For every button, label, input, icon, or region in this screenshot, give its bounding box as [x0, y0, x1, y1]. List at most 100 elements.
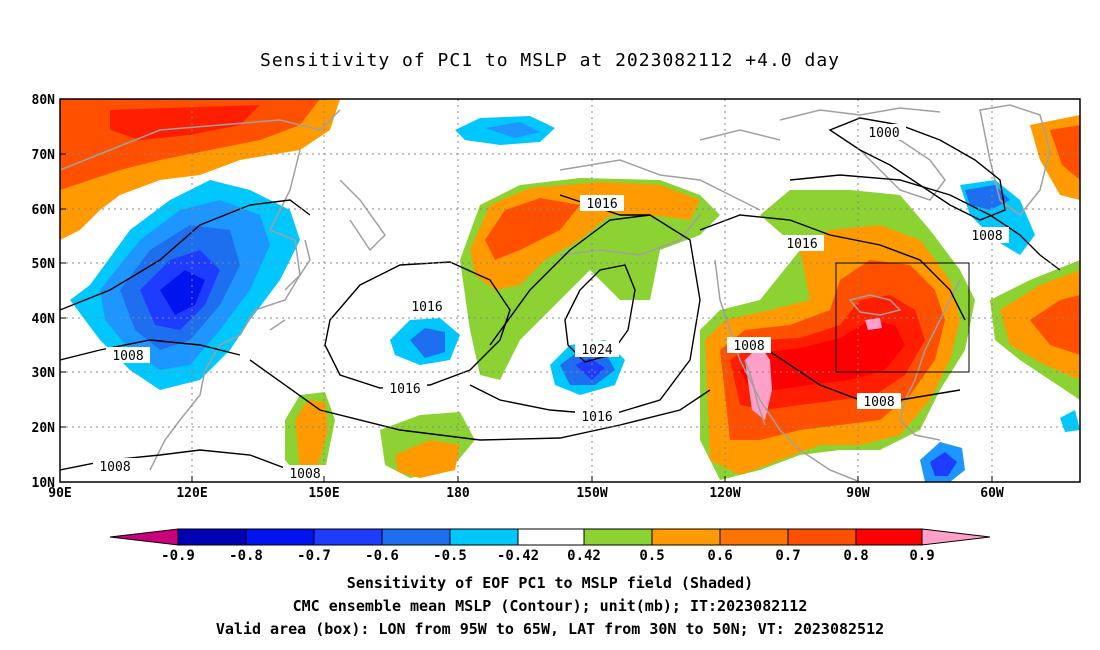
contour-label: 1008: [733, 339, 764, 354]
contour-label: 1016: [586, 197, 617, 212]
contour-1008-asia: [60, 199, 311, 311]
contour-label: 1000: [868, 126, 899, 141]
contour-label: 1016: [411, 300, 442, 315]
contour-label: 1016: [581, 410, 612, 425]
lat-label: 50N: [32, 257, 56, 272]
colorbar-label: 0.7: [775, 548, 800, 564]
shade-blue50-arctic: [485, 122, 540, 138]
shade-blue70-pac-high: [575, 358, 605, 380]
contour-label: 1008: [112, 349, 143, 364]
colorbar-pos-extreme: [921, 528, 991, 546]
coast-greatlakes: [848, 294, 902, 316]
lat-label: 40N: [32, 312, 56, 327]
shade-blue60-labrador: [965, 185, 1010, 210]
contour-1008-west-asia: [60, 339, 241, 361]
lon-label: 90W: [846, 486, 870, 501]
coastlines: [60, 104, 1051, 482]
colorbar-bin-neg70: [313, 528, 383, 546]
contour-label: 1008: [289, 467, 320, 482]
colorbar-label: -0.6: [365, 548, 399, 564]
colorbar-bin-pos42: [583, 528, 653, 546]
coast-greenland: [979, 104, 1051, 217]
colorbar: -0.9 -0.8 -0.7 -0.6 -0.5 -0.42 0.42 0.5 …: [109, 528, 991, 564]
coast-japan: [269, 239, 311, 331]
axis-ticks: [60, 98, 993, 483]
colorbar-label: -0.42: [497, 548, 539, 564]
contour-label: 1024: [581, 343, 612, 358]
colorbar-bin-pos50: [651, 528, 721, 546]
coast-arctic-islands: [699, 107, 941, 141]
contour-label: 1016: [389, 382, 420, 397]
shade-pink-westcoast: [745, 345, 772, 420]
lat-label: 30N: [32, 366, 56, 381]
colorbar-bin-zero: [517, 528, 585, 546]
figure-title: Sensitivity of PC1 to MSLP at 2023082112…: [259, 50, 840, 71]
coast-asia-east: [60, 109, 341, 471]
coast-alaska: [559, 159, 761, 256]
contour-1016-pacific-high-main: [469, 214, 701, 416]
lat-label: 70N: [32, 148, 56, 163]
colorbar-label: 0.5: [639, 548, 664, 564]
valid-area-box: [835, 262, 970, 373]
colorbar-bin-neg60: [381, 528, 451, 546]
colorbar-bin-neg80: [245, 528, 315, 546]
colorbar-label: -0.7: [297, 548, 331, 564]
shade-deepred-northasia: [110, 105, 260, 140]
coast-hudson: [859, 129, 946, 201]
sensitivity-shading: [60, 99, 1080, 482]
plot-frame: [59, 98, 1081, 483]
shade-red-atlantic: [1030, 295, 1080, 355]
contour-label: 1008: [971, 229, 1002, 244]
coast-kamchatka: [339, 179, 386, 252]
latitude-labels: 80N 70N 60N 50N 40N 30N 20N 10N: [32, 93, 56, 491]
lon-label: 90E: [48, 486, 71, 501]
lon-label: 180: [446, 486, 470, 501]
contour-label-group: 1000 1008 1016 1016 1016 1024 1016 1016 …: [93, 124, 1009, 482]
contour-1008-canada: [789, 174, 1061, 271]
shade-red-greenland: [1050, 125, 1080, 180]
caption-line-3: Valid area (box): LON from 95W to 65W, L…: [215, 620, 885, 638]
colorbar-bin-pos80: [855, 528, 923, 546]
lon-label: 150E: [308, 486, 339, 501]
colorbar-label: 0.6: [707, 548, 732, 564]
colorbar-label: 0.42: [567, 548, 601, 564]
colorbar-label: 0.9: [909, 548, 934, 564]
shade-blue-atlantic-east: [1060, 410, 1080, 432]
shade-blue60-pacific-west: [410, 328, 445, 358]
lat-label: 60N: [32, 203, 56, 218]
colorbar-bin-neg50: [449, 528, 519, 546]
colorbar-neg-extreme: [109, 528, 179, 546]
contour-1016-canada: [699, 214, 966, 321]
shade-orange-westpac: [295, 400, 328, 470]
contour-1016-pacific-high-west: [324, 261, 511, 389]
lat-label: 10N: [32, 476, 56, 491]
shade-orange-centralpac: [395, 440, 460, 478]
colorbar-label: -0.9: [161, 548, 195, 564]
colorbar-bin-pos70: [787, 528, 857, 546]
coast-baja: [744, 359, 766, 426]
colorbar-bin-neg90: [177, 528, 247, 546]
caption-line-2: CMC ensemble mean MSLP (Contour); unit(m…: [292, 597, 808, 615]
colorbar-label: -0.8: [229, 548, 263, 564]
shade-red-northpac: [485, 198, 580, 260]
coast-na-west: [714, 259, 861, 482]
lon-label: 60W: [980, 486, 1004, 501]
colorbar-bin-pos60: [719, 528, 789, 546]
shade-pink-greatlakes: [865, 318, 882, 330]
contour-label: 1016: [786, 237, 817, 252]
lon-label: 120E: [176, 486, 207, 501]
coast-na-east: [899, 279, 961, 441]
gridlines: [60, 99, 1080, 482]
lon-label: 150W: [576, 486, 607, 501]
longitude-labels: 90E 120E 150E 180 150W 120W 90W 60W: [48, 486, 1004, 501]
contour-label: 1008: [863, 395, 894, 410]
shade-blue80-asia: [160, 270, 205, 315]
mslp-contours: [60, 117, 1061, 471]
colorbar-label: -0.5: [433, 548, 467, 564]
lat-label: 80N: [32, 93, 56, 108]
lon-label: 120W: [709, 486, 740, 501]
contour-label: 1008: [99, 460, 130, 475]
lat-label: 20N: [32, 421, 56, 436]
caption-line-1: Sensitivity of EOF PC1 to MSLP field (Sh…: [346, 574, 754, 592]
